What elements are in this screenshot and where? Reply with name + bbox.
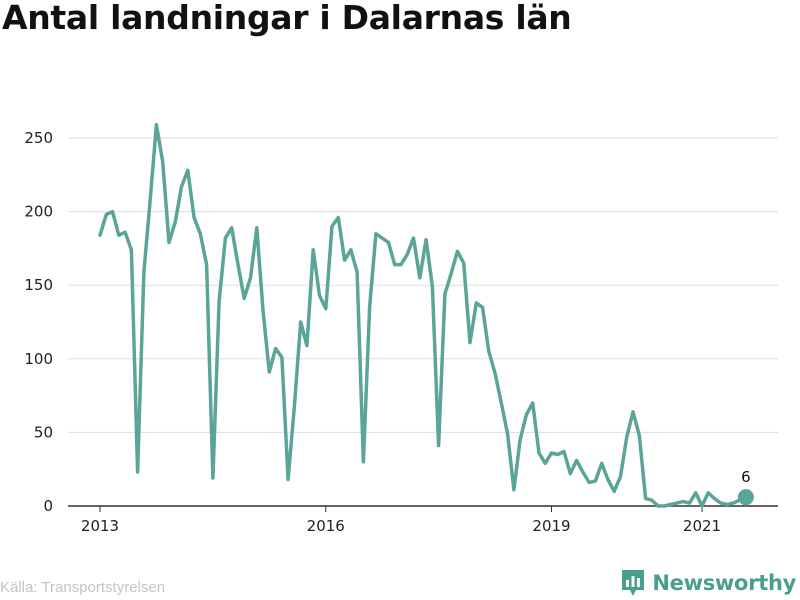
series-line-0 (98, 123, 748, 508)
brand-logo: Newsworthy (620, 568, 796, 598)
y-tick-label: 50 (34, 423, 53, 441)
newsworthy-logo-icon (622, 570, 645, 596)
x-tick-label: 2013 (81, 517, 119, 535)
y-tick-label: 100 (24, 350, 53, 368)
x-tick-labels: 2013 2016 2019 2021 (81, 506, 721, 535)
data-label: 6 (741, 468, 751, 486)
x-tick-label: 2016 (307, 517, 345, 535)
y-tick-labels: 0 50 100 150 200 250 (24, 129, 53, 515)
chart-title: Antal landningar i Dalarnas län (2, 0, 572, 37)
x-tick-label: 2021 (683, 517, 721, 535)
gridlines (68, 137, 778, 507)
series-group (98, 123, 748, 508)
x-tick-label: 2019 (532, 517, 570, 535)
y-tick-label: 200 (24, 203, 53, 221)
y-tick-label: 0 (43, 497, 53, 515)
last-point-marker (737, 489, 754, 506)
y-tick-label: 150 (24, 276, 53, 294)
source-note: Källa: Transportstyrelsen (0, 579, 166, 596)
brand-name: Newsworthy (652, 571, 796, 595)
annotations: 6 (737, 468, 754, 506)
y-tick-label: 250 (24, 129, 53, 147)
